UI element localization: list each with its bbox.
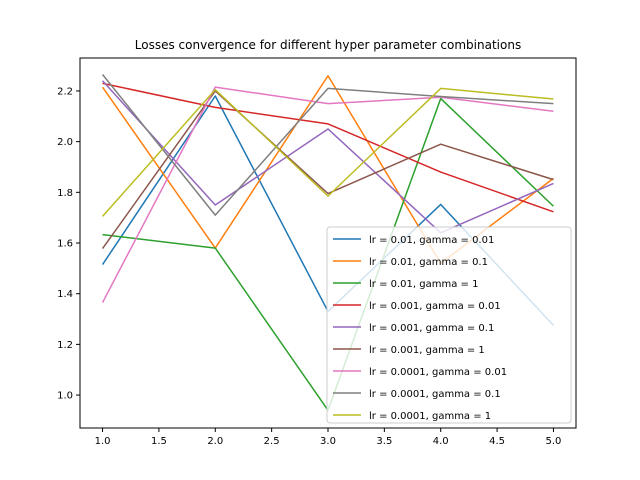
legend-label: lr = 0.01, gamma = 0.01 [369, 235, 494, 246]
plot-frame [79, 57, 577, 429]
axes-layer: 1.0 1.5 2.0 2.5 3.0 3.5 4.0 4.5 5.0 1.0 1.2 1.4 1.6 1… [57, 86, 561, 447]
x-tick-label: 4.0 [433, 436, 449, 447]
y-tick-label: 1.2 [57, 340, 73, 351]
y-tick-label: 1.8 [57, 188, 73, 199]
legend-box [326, 226, 572, 424]
x-tick-label: 1.5 [151, 436, 167, 447]
legend-label: lr = 0.0001, gamma = 0.1 [369, 389, 501, 400]
y-tick-label: 2.2 [57, 86, 73, 97]
x-tick-label: 2.5 [264, 436, 280, 447]
chart-title: Losses convergence for different hyper p… [135, 38, 521, 52]
legend-label: lr = 0.001, gamma = 0.1 [369, 323, 494, 334]
legend-label: lr = 0.001, gamma = 0.01 [369, 301, 501, 312]
legend-label: lr = 0.01, gamma = 0.1 [369, 257, 488, 268]
series-line-9 [101, 87, 554, 217]
x-tick-label: 5.0 [546, 436, 562, 447]
x-tick-label: 3.5 [376, 436, 392, 447]
x-tick-label: 4.5 [489, 436, 505, 447]
y-tick-label: 1.6 [57, 239, 73, 250]
legend-label: lr = 0.0001, gamma = 1 [369, 411, 491, 422]
legend: lr = 0.01, gamma = 0.01 lr = 0.01, gamma … [326, 226, 572, 424]
legend-label: lr = 0.001, gamma = 1 [369, 345, 485, 356]
series-line-8 [101, 74, 554, 216]
series-line-7 [101, 86, 554, 303]
legend-label: lr = 0.01, gamma = 1 [369, 279, 478, 290]
series-line-5 [101, 80, 554, 234]
y-tick-label: 1.4 [57, 289, 73, 300]
y-tick-label: 1.0 [57, 391, 73, 402]
x-tick-label: 1.0 [95, 436, 111, 447]
x-tick-label: 2.0 [207, 436, 223, 447]
x-tick-label: 3.0 [320, 436, 336, 447]
series-line-6 [101, 90, 554, 250]
legend-label: lr = 0.0001, gamma = 0.01 [369, 367, 507, 378]
series-line-4 [102, 82, 554, 213]
y-tick-label: 2.0 [57, 137, 73, 148]
